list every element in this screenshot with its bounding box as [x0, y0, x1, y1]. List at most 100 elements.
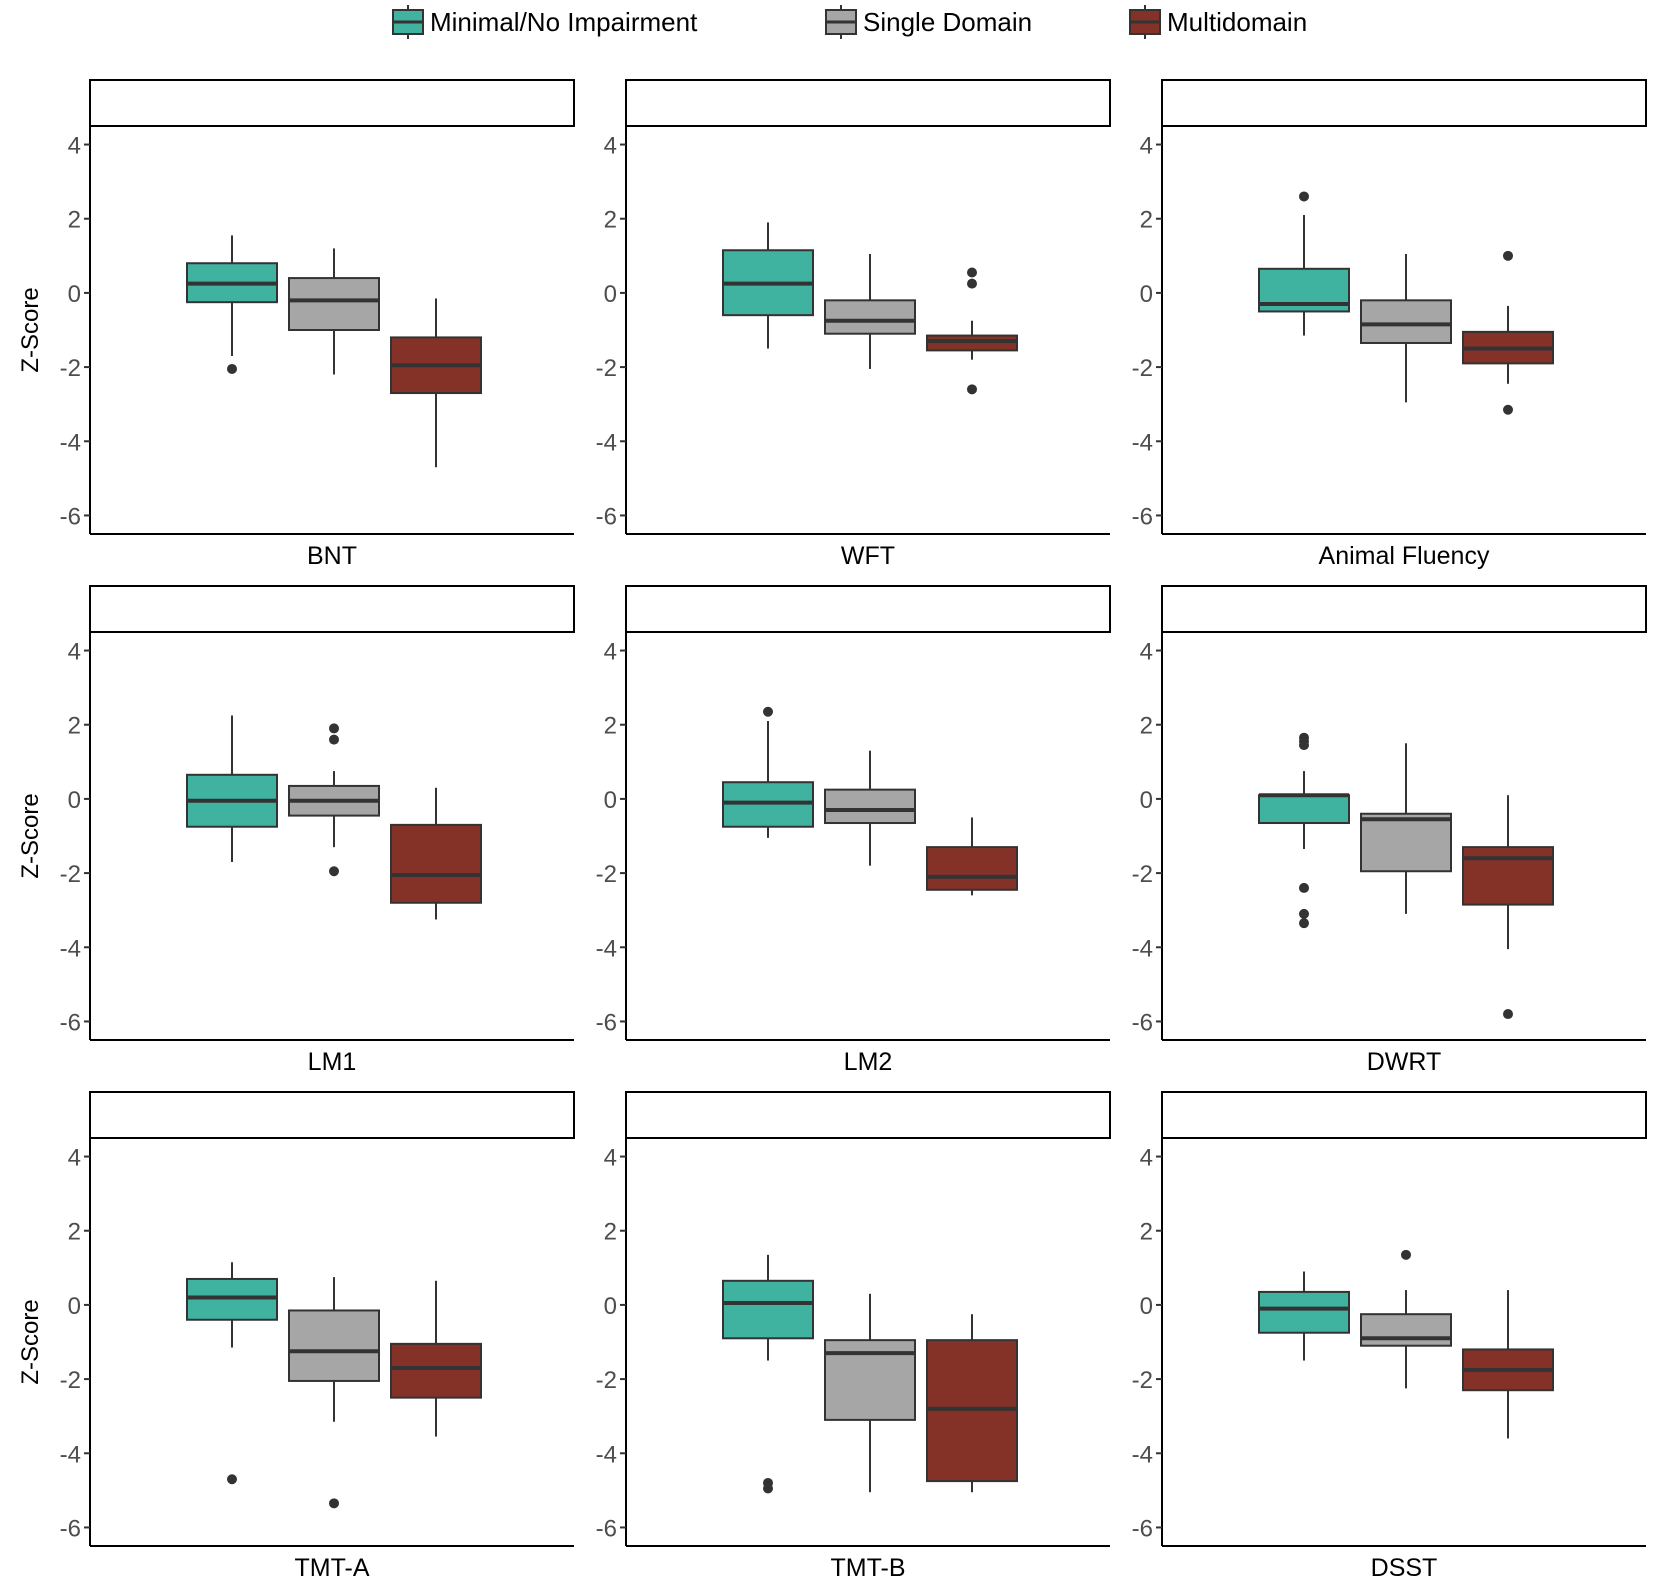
box-minimal-no-impairment [186, 235, 278, 374]
box-minimal-no-impairment [1258, 1271, 1350, 1361]
legend-item: Minimal/No Impairment [392, 5, 698, 39]
box-single-domain [824, 1293, 916, 1493]
y-axis-label: Z-Score [17, 1299, 44, 1384]
outlier-point [329, 866, 339, 877]
box-multidomain [1462, 1290, 1554, 1439]
y-tick-label: 4 [1140, 639, 1153, 666]
legend-label: Multidomain [1167, 7, 1307, 37]
outlier-point [967, 267, 977, 278]
panel-dwrt: 4 2 0 -2 -4 -6 DWRT [1132, 585, 1647, 1076]
y-tick-label: 2 [604, 713, 617, 740]
outlier-point [329, 734, 339, 745]
box-single-domain [1360, 743, 1452, 914]
box-body [288, 1309, 380, 1382]
y-tick-label: 4 [68, 1145, 81, 1172]
facet-strip [1161, 585, 1647, 633]
y-tick-label: -4 [60, 1441, 81, 1468]
box-body [1360, 1313, 1452, 1347]
box-single-domain [288, 723, 380, 877]
y-tick-label: -6 [60, 1515, 81, 1542]
y-tick-label: 0 [1140, 1293, 1153, 1320]
y-tick-label: -4 [596, 429, 617, 456]
box-minimal-no-impairment [1258, 732, 1350, 929]
outlier-point [1503, 404, 1513, 415]
legend-item: Multidomain [1129, 5, 1307, 39]
box-multidomain [926, 267, 1018, 395]
box-body [1258, 794, 1350, 825]
outlier-point [763, 1483, 773, 1494]
box-single-domain [288, 1277, 380, 1509]
facet-strip [89, 1091, 575, 1139]
y-tick-label: -4 [1132, 935, 1153, 962]
y-tick-label: -2 [1132, 1367, 1153, 1394]
box-single-domain [824, 750, 916, 866]
box-body [722, 1279, 814, 1340]
y-tick-label: 2 [68, 207, 81, 234]
box-single-domain [824, 253, 916, 369]
facet-strip [1161, 79, 1647, 127]
facet-strip [89, 79, 575, 127]
y-tick-label: -2 [596, 355, 617, 382]
panel-bnt: 4 2 0 -2 -4 -6 Z-Score BNT [17, 79, 575, 570]
outlier-point [1503, 1009, 1513, 1020]
box-body [390, 1342, 482, 1399]
outlier-point [227, 363, 237, 374]
outlier-point [1503, 250, 1513, 261]
legend-label: Single Domain [863, 7, 1032, 37]
box-minimal-no-impairment [722, 1254, 814, 1494]
y-tick-label: -6 [596, 503, 617, 530]
box-multidomain [926, 1314, 1018, 1493]
outlier-point [967, 278, 977, 289]
y-tick-label: -2 [596, 861, 617, 888]
box-body [1462, 846, 1554, 906]
y-tick-label: 2 [68, 1219, 81, 1246]
y-tick-label: -6 [596, 1515, 617, 1542]
box-body [1258, 1290, 1350, 1334]
y-tick-label: -2 [596, 1367, 617, 1394]
y-tick-label: 4 [604, 133, 617, 160]
y-tick-label: -6 [596, 1009, 617, 1036]
outlier-point [1299, 191, 1309, 202]
y-tick-label: 2 [68, 713, 81, 740]
y-tick-label: -6 [60, 503, 81, 530]
y-tick-label: 0 [604, 1293, 617, 1320]
panel-tmt-a: 4 2 0 -2 -4 -6 Z-Score TMT-A [17, 1091, 575, 1582]
y-tick-label: -2 [60, 861, 81, 888]
outlier-point [1299, 918, 1309, 929]
x-axis-label: TMT-A [295, 1554, 370, 1582]
x-axis-label: LM2 [844, 1048, 893, 1076]
y-tick-label: 2 [1140, 207, 1153, 234]
panel-tmt-b: 4 2 0 -2 -4 -6 TMT-B [596, 1091, 1111, 1582]
box-multidomain [390, 787, 482, 920]
box-multidomain [390, 1280, 482, 1437]
box-minimal-no-impairment [722, 222, 814, 349]
box-minimal-no-impairment [186, 1262, 278, 1485]
x-axis-label: Animal Fluency [1319, 542, 1490, 570]
outlier-point [763, 706, 773, 717]
y-tick-label: 0 [68, 1293, 81, 1320]
box-minimal-no-impairment [186, 715, 278, 862]
y-tick-label: 4 [1140, 1145, 1153, 1172]
box-single-domain [1360, 1249, 1452, 1389]
panel-animal-fluency: 4 2 0 -2 -4 -6 Animal Fluency [1132, 79, 1647, 570]
y-tick-label: -6 [1132, 1515, 1153, 1542]
outlier-point [329, 723, 339, 734]
facet-panels: 4 2 0 -2 -4 -6 Z-Score BNT 4 2 0 -2 -4 -6 WFT 4 2 0 -2 -4 -6… [17, 79, 1647, 1582]
y-tick-label: -6 [1132, 503, 1153, 530]
outlier-point [227, 1474, 237, 1485]
y-tick-label: -4 [1132, 1441, 1153, 1468]
y-tick-label: 2 [1140, 713, 1153, 740]
y-tick-label: -2 [60, 1367, 81, 1394]
y-tick-label: 0 [1140, 281, 1153, 308]
y-tick-label: -6 [60, 1009, 81, 1036]
y-tick-label: 0 [604, 281, 617, 308]
x-axis-label: LM1 [308, 1048, 357, 1076]
y-tick-label: 0 [1140, 787, 1153, 814]
y-tick-label: -2 [1132, 861, 1153, 888]
box-single-domain [288, 248, 380, 375]
x-axis-label: DWRT [1367, 1048, 1442, 1076]
panel-dsst: 4 2 0 -2 -4 -6 DSST [1132, 1091, 1647, 1582]
legend-label: Minimal/No Impairment [430, 7, 698, 37]
box-body [824, 299, 916, 335]
y-tick-label: 4 [604, 1145, 617, 1172]
